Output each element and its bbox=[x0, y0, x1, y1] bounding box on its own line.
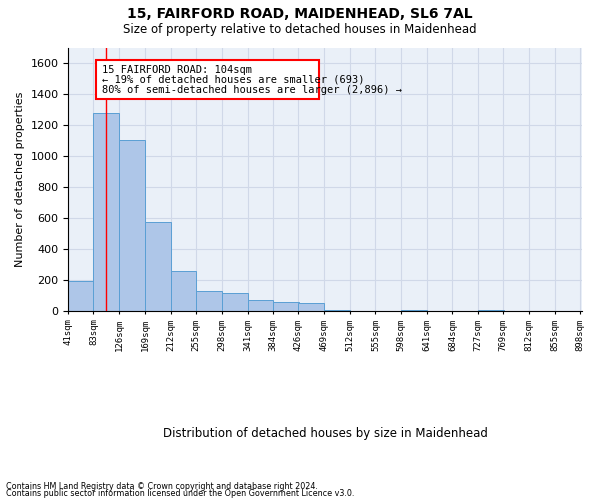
X-axis label: Distribution of detached houses by size in Maidenhead: Distribution of detached houses by size … bbox=[163, 427, 488, 440]
Text: Contains public sector information licensed under the Open Government Licence v3: Contains public sector information licen… bbox=[6, 489, 355, 498]
Bar bbox=[170, 271, 196, 310]
Bar bbox=[68, 282, 94, 310]
Bar bbox=[119, 140, 145, 310]
Bar bbox=[94, 112, 119, 310]
Text: 80% of semi-detached houses are larger (2,896) →: 80% of semi-detached houses are larger (… bbox=[103, 84, 403, 94]
Y-axis label: Number of detached properties: Number of detached properties bbox=[15, 92, 25, 267]
Bar bbox=[196, 290, 222, 310]
Text: 15, FAIRFORD ROAD, MAIDENHEAD, SL6 7AL: 15, FAIRFORD ROAD, MAIDENHEAD, SL6 7AL bbox=[127, 8, 473, 22]
Bar bbox=[222, 293, 248, 310]
FancyBboxPatch shape bbox=[97, 60, 319, 98]
Bar bbox=[273, 302, 299, 310]
Text: Contains HM Land Registry data © Crown copyright and database right 2024.: Contains HM Land Registry data © Crown c… bbox=[6, 482, 318, 491]
Bar bbox=[248, 300, 273, 310]
Bar bbox=[145, 222, 170, 310]
Text: Size of property relative to detached houses in Maidenhead: Size of property relative to detached ho… bbox=[123, 22, 477, 36]
Text: ← 19% of detached houses are smaller (693): ← 19% of detached houses are smaller (69… bbox=[103, 74, 365, 85]
Bar bbox=[298, 303, 324, 310]
Text: 15 FAIRFORD ROAD: 104sqm: 15 FAIRFORD ROAD: 104sqm bbox=[103, 64, 253, 74]
